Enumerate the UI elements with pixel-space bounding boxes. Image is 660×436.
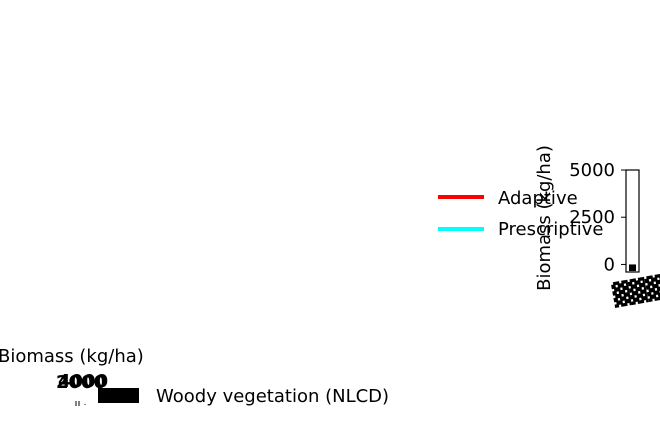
y-tick-labels: 0 2500 5000 (569, 160, 626, 275)
colorbar-ticks-marks (75, 401, 86, 406)
y-tick-label: 0 (604, 254, 615, 275)
y-axis-label: Biomass (kg/ha) (534, 145, 555, 291)
colorbar-label: Biomass (kg/ha) (0, 346, 144, 367)
y-tick-label: 2500 (569, 207, 615, 228)
legend-label-adaptive: Adaptive (498, 188, 578, 209)
bar-chart: Biomass (kg/ha) 0 2500 5000 ▓▓▓ Adaptive P… (438, 145, 660, 309)
colorbar-tick-2000: 2000 (56, 372, 106, 393)
map-colorbar: Biomass (kg/ha) 2000 4000 Woody vegetati… (0, 346, 389, 407)
colorbar-tick-4000: 4000 (58, 371, 108, 392)
y-tick-label: 5000 (569, 160, 615, 181)
bar (629, 264, 636, 272)
legend-label-prescriptive: Prescriptive (498, 219, 604, 240)
legend: Adaptive Prescriptive (438, 188, 604, 240)
woody-vegetation-swatch (98, 388, 139, 403)
woody-vegetation-label: Woody vegetation (NLCD) (156, 386, 389, 407)
x-tick-labels: ▓▓▓ (611, 273, 660, 308)
plot-area (625, 169, 640, 273)
bar-marks (629, 264, 636, 272)
plot-frame (625, 169, 640, 273)
